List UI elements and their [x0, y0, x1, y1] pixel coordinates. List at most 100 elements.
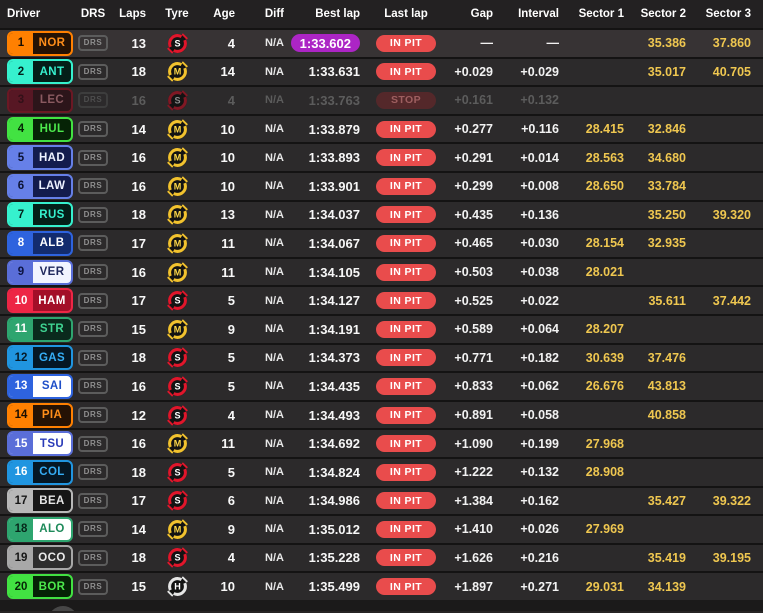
driver-badge[interactable]: 14 PIA	[7, 402, 73, 428]
tyre-compound-letter: M	[173, 239, 181, 249]
diff-value: N/A	[265, 466, 284, 479]
sector2-value: 35.611	[648, 293, 686, 308]
col-header-driver: Driver	[7, 8, 41, 20]
tyre-icon: M	[166, 319, 188, 340]
driver-badge[interactable]: 7 RUS	[7, 202, 73, 228]
interval-value: +0.132	[520, 93, 559, 108]
tyre-age-value: 11	[221, 436, 235, 452]
position-number: 13	[9, 375, 33, 397]
sector3-value: 37.442	[712, 293, 751, 308]
interval-value: —	[546, 36, 560, 51]
table-row[interactable]: 6 LAW DRS 16 M 10 N/A 1:33.901 IN PIT +0…	[0, 170, 763, 200]
best-lap-value: 1:34.692	[308, 436, 360, 452]
diff-value: N/A	[265, 266, 284, 279]
position-number: 9	[9, 261, 33, 283]
table-row[interactable]: 16 COL DRS 18 S 5 N/A 1:34.824 IN PIT +1…	[0, 456, 763, 486]
driver-badge[interactable]: 9 VER	[7, 259, 73, 285]
table-row[interactable]: 5 HAD DRS 16 M 10 N/A 1:33.893 IN PIT +0…	[0, 142, 763, 171]
driver-badge[interactable]: 4 HUL	[7, 116, 73, 142]
tyre-age-value: 10	[220, 121, 235, 137]
sector1-value: 28.908	[585, 465, 624, 480]
table-row[interactable]: 4 HUL DRS 14 M 10 N/A 1:33.879 IN PIT +0…	[0, 113, 763, 143]
tyre-age-value: 4	[227, 35, 235, 51]
tyre-age-value: 5	[227, 464, 235, 480]
driver-badge[interactable]: 10 HAM	[7, 288, 73, 314]
sector1-value: 30.639	[585, 350, 624, 365]
last-lap-status-badge: IN PIT	[376, 520, 436, 538]
driver-badge[interactable]: 15 TSU	[7, 431, 73, 457]
table-row[interactable]: 15 TSU DRS 16 M 11 N/A 1:34.692 IN PIT +…	[0, 428, 763, 457]
col-header-drs: DRS	[80, 8, 106, 20]
driver-badge[interactable]: 6 LAW	[7, 173, 73, 199]
best-lap-value: 1:35.012	[308, 521, 360, 537]
table-row[interactable]: 7 RUS DRS 18 M 13 N/A 1:34.037 IN PIT +0…	[0, 199, 763, 229]
last-lap-status-badge: IN PIT	[376, 63, 436, 81]
table-row[interactable]: 20 BOR DRS 15 H 10 N/A 1:35.499 IN PIT +…	[0, 571, 763, 600]
table-row[interactable]: 13 SAI DRS 16 S 5 N/A 1:34.435 IN PIT +0…	[0, 371, 763, 400]
table-row[interactable]: 9 VER DRS 16 M 11 N/A 1:34.105 IN PIT +0…	[0, 256, 763, 286]
driver-badge[interactable]: 16 COL	[7, 459, 73, 485]
gap-value: +0.589	[454, 322, 493, 337]
table-row[interactable]: 11 STR DRS 15 M 9 N/A 1:34.191 IN PIT +0…	[0, 313, 763, 343]
driver-badge[interactable]: 1 NOR	[7, 30, 73, 56]
sector1-value: 26.676	[585, 379, 624, 394]
tyre-age-value: 14	[220, 64, 235, 80]
position-number: 19	[9, 547, 33, 569]
driver-badge[interactable]: 20 BOR	[7, 574, 73, 600]
driver-badge[interactable]: 3 LEC	[7, 87, 73, 113]
tyre-age-value: 4	[227, 550, 235, 566]
sector2-value: 33.784	[647, 179, 686, 194]
driver-badge[interactable]: 8 ALB	[7, 230, 73, 256]
tyre-compound-letter: S	[174, 96, 180, 106]
table-row[interactable]: 8 ALB DRS 17 M 11 N/A 1:34.067 IN PIT +0…	[0, 228, 763, 257]
table-row[interactable]: 19 OCO DRS 18 S 4 N/A 1:35.228 IN PIT +1…	[0, 542, 763, 572]
driver-badge[interactable]: 5 HAD	[7, 145, 73, 171]
driver-badge[interactable]: 17 BEA	[7, 488, 73, 514]
driver-badge[interactable]: 18 ALO	[7, 516, 73, 542]
driver-badge[interactable]: 12 GAS	[7, 345, 73, 371]
driver-badge[interactable]: 13 SAI	[7, 373, 73, 399]
table-row[interactable]: 18 ALO DRS 14 M 9 N/A 1:35.012 IN PIT +1…	[0, 514, 763, 543]
tyre-age-value: 4	[227, 407, 235, 423]
gap-value: +0.277	[454, 122, 493, 137]
sector1-value: 27.969	[585, 522, 624, 537]
gap-value: +0.891	[454, 408, 493, 423]
driver-code: BOR	[38, 580, 66, 593]
table-row[interactable]: 17 BEA DRS 17 S 6 N/A 1:34.986 IN PIT +1…	[0, 485, 763, 515]
driver-code: VER	[39, 266, 65, 279]
diff-value: N/A	[265, 37, 284, 50]
driver-badge[interactable]: 2 ANT	[7, 59, 73, 85]
drs-badge: DRS	[77, 435, 109, 452]
tyre-icon: S	[166, 376, 188, 397]
driver-badge[interactable]: 11 STR	[7, 316, 73, 342]
col-header-diff: Diff	[264, 8, 284, 20]
last-lap-status-badge: IN PIT	[376, 320, 436, 338]
table-row[interactable]: 12 GAS DRS 18 S 5 N/A 1:34.373 IN PIT +0…	[0, 342, 763, 372]
table-row[interactable]: 14 PIA DRS 12 S 4 N/A 1:34.493 IN PIT +0…	[0, 399, 763, 429]
tyre-compound-letter: M	[173, 210, 181, 220]
last-lap-status-badge: IN PIT	[376, 34, 436, 52]
laps-value: 16	[131, 92, 146, 108]
tyre-compound-letter: S	[174, 382, 180, 392]
laps-value: 18	[131, 64, 146, 80]
partial-element	[48, 606, 78, 611]
drs-badge: DRS	[77, 578, 109, 595]
last-lap-status-badge: IN PIT	[376, 149, 436, 167]
tyre-icon: M	[166, 61, 188, 82]
table-row[interactable]: 10 HAM DRS 17 S 5 N/A 1:34.127 IN PIT +0…	[0, 285, 763, 314]
laps-value: 17	[131, 235, 146, 251]
table-row[interactable]: 1 NOR DRS 13 S 4 N/A 1:33.602 IN PIT — —…	[0, 28, 763, 57]
table-row[interactable]: 3 LEC DRS 16 S 4 N/A 1:33.763 STOP +0.16…	[0, 85, 763, 114]
table-row[interactable]: 2 ANT DRS 18 M 14 N/A 1:33.631 IN PIT +0…	[0, 56, 763, 86]
best-lap-value: 1:33.893	[308, 150, 360, 166]
driver-code: RUS	[39, 208, 65, 221]
tyre-compound-letter: M	[173, 439, 181, 449]
tyre-icon: S	[166, 90, 188, 111]
diff-value: N/A	[265, 94, 284, 107]
interval-value: +0.038	[520, 265, 559, 280]
driver-badge[interactable]: 19 OCO	[7, 545, 73, 571]
sector1-value: 28.650	[585, 179, 624, 194]
col-header-sector2: Sector 2	[640, 8, 686, 20]
last-lap-status-badge: IN PIT	[376, 177, 436, 195]
last-lap-status-badge: IN PIT	[376, 492, 436, 510]
